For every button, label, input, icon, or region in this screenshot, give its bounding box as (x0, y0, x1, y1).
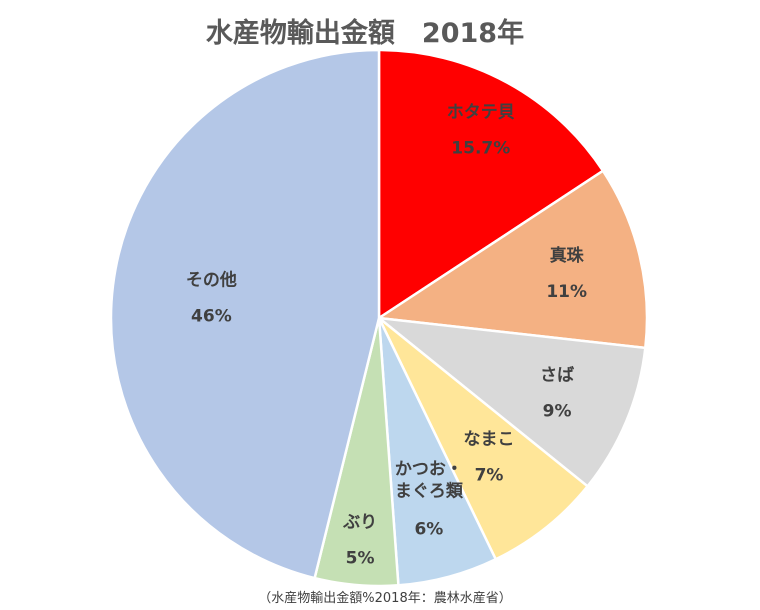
slice-value-label: 15.7% (451, 138, 510, 158)
slice-label: なまこ (464, 430, 515, 450)
slice-label: まぐろ類 (395, 481, 464, 501)
slice-value-label: 11% (546, 282, 587, 302)
slice-value-label: 6% (414, 519, 443, 539)
pie-slice (377, 317, 590, 561)
slice-label: かつお・ (395, 459, 463, 479)
slice-label: その他 (186, 270, 237, 291)
source-note: （水産物輸出金額%2018年：農林水産省） (258, 590, 511, 606)
slice-value-label: 5% (346, 549, 375, 569)
pie-labels: ホタテ貝 15.7% 真珠 11% さば 9% なまこ 7% かつお・まぐろ類 6% ぶり 5% その他… (186, 102, 587, 568)
slice-value-label: 7% (475, 466, 504, 486)
pie-slice (377, 48, 605, 321)
chart-title: 水産物輸出金額 2018年 (206, 17, 524, 49)
pie-slice (109, 48, 381, 580)
slice-value-label: 9% (543, 401, 572, 421)
slice-label: さば (540, 365, 574, 385)
slice-label: 真珠 (550, 245, 585, 266)
pie-slice (375, 169, 649, 350)
slice-label: ぶり (342, 513, 377, 533)
slice-label: ホタテ貝 (447, 102, 515, 122)
slice-value-label: 46% (191, 307, 232, 327)
pie-slice (374, 316, 647, 489)
pie-slices (109, 48, 649, 588)
